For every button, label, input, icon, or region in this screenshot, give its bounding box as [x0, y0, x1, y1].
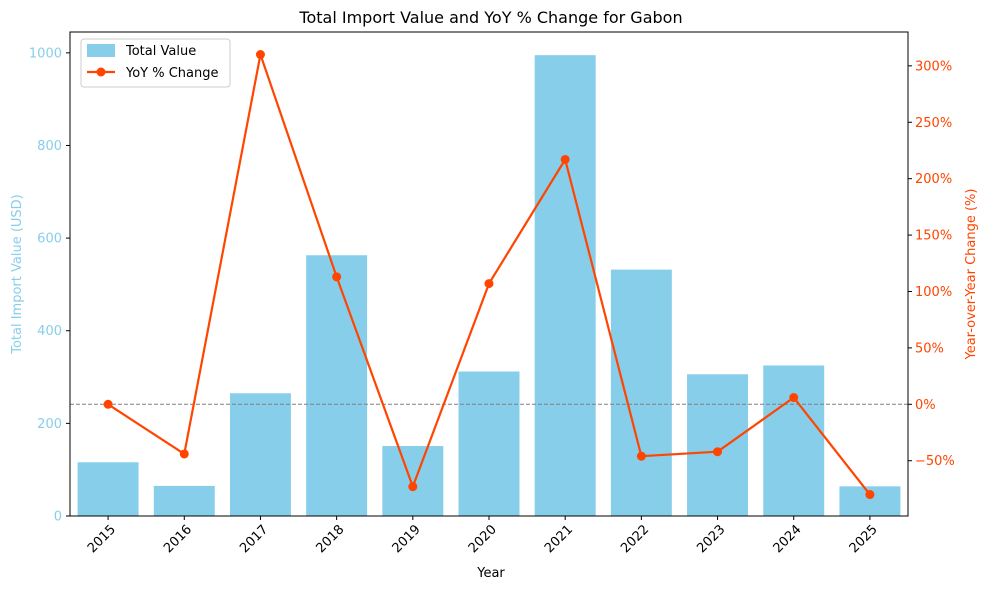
x-tick-label-2015: 2015 [85, 522, 119, 556]
left-tick-label: 400 [37, 324, 62, 339]
right-y-axis: −50% 0% 50% 100% 150% 200% 250% 300% [908, 59, 955, 469]
yoy-point-2019 [408, 482, 418, 492]
right-tick-label: 150% [915, 229, 952, 244]
bar-2016 [153, 485, 215, 516]
right-tick-label: 200% [915, 172, 952, 187]
left-tick-label: 600 [37, 232, 62, 247]
right-tick-label: 100% [915, 285, 952, 300]
yoy-point-2025 [865, 490, 875, 500]
bar-2015 [77, 462, 139, 516]
right-tick-label: 300% [915, 59, 952, 74]
x-tick-label-2019: 2019 [390, 522, 424, 556]
left-y-axis-label: Total Import Value (USD) [10, 194, 25, 355]
bar-2020 [458, 371, 520, 516]
yoy-point-2016 [179, 449, 189, 459]
bar-2023 [687, 374, 749, 516]
bar-2017 [229, 393, 291, 516]
right-tick-label: −50% [915, 454, 955, 469]
legend-frame [80, 38, 231, 88]
chart-title: Total Import Value and YoY % Change for … [298, 8, 682, 27]
x-tick-label-2017: 2017 [237, 522, 271, 556]
x-tick-label-2025: 2025 [847, 522, 881, 556]
yoy-point-2020 [484, 279, 494, 289]
x-tick-label-2022: 2022 [618, 522, 652, 556]
legend: Total Value YoY % Change [80, 38, 231, 88]
x-tick-label-2023: 2023 [694, 522, 728, 556]
x-tick-label-2021: 2021 [542, 522, 576, 556]
legend-bar-label: Total Value [125, 44, 196, 59]
legend-bar-swatch [87, 44, 115, 57]
left-tick-label: 200 [37, 417, 62, 432]
bar-2018 [306, 255, 368, 517]
x-tick-label-2020: 2020 [466, 522, 500, 556]
yoy-point-2017 [255, 50, 265, 60]
yoy-point-2022 [636, 451, 646, 461]
yoy-point-2018 [332, 272, 342, 282]
bar-2021 [534, 55, 596, 516]
line-layer [103, 50, 875, 500]
bar-2019 [382, 446, 444, 516]
bar-2022 [610, 269, 672, 516]
yoy-point-2015 [103, 399, 113, 409]
right-tick-label: 0% [915, 398, 936, 413]
yoy-point-2023 [713, 447, 723, 457]
bar-2024 [763, 365, 825, 516]
x-axis: 2015 2016 2017 2018 2019 2020 2021 2022 2023 2024… [85, 516, 881, 556]
legend-line-label: YoY % Change [125, 66, 219, 81]
left-y-axis: 0 200 400 600 800 1000 [29, 46, 70, 525]
yoy-point-2021 [560, 154, 570, 164]
x-tick-label-2024: 2024 [771, 522, 805, 556]
right-y-axis-label: Year-over-Year Change (%) [964, 189, 979, 361]
legend-line-marker [96, 67, 106, 77]
left-tick-label: 1000 [29, 46, 62, 61]
left-tick-label: 800 [37, 139, 62, 154]
bars-layer [77, 55, 901, 517]
x-axis-label: Year [476, 566, 505, 581]
right-tick-label: 250% [915, 116, 952, 131]
left-tick-label: 0 [54, 510, 62, 525]
right-tick-label: 50% [915, 341, 944, 356]
x-tick-label-2018: 2018 [313, 522, 347, 556]
yoy-point-2024 [789, 393, 799, 403]
x-tick-label-2016: 2016 [161, 522, 195, 556]
